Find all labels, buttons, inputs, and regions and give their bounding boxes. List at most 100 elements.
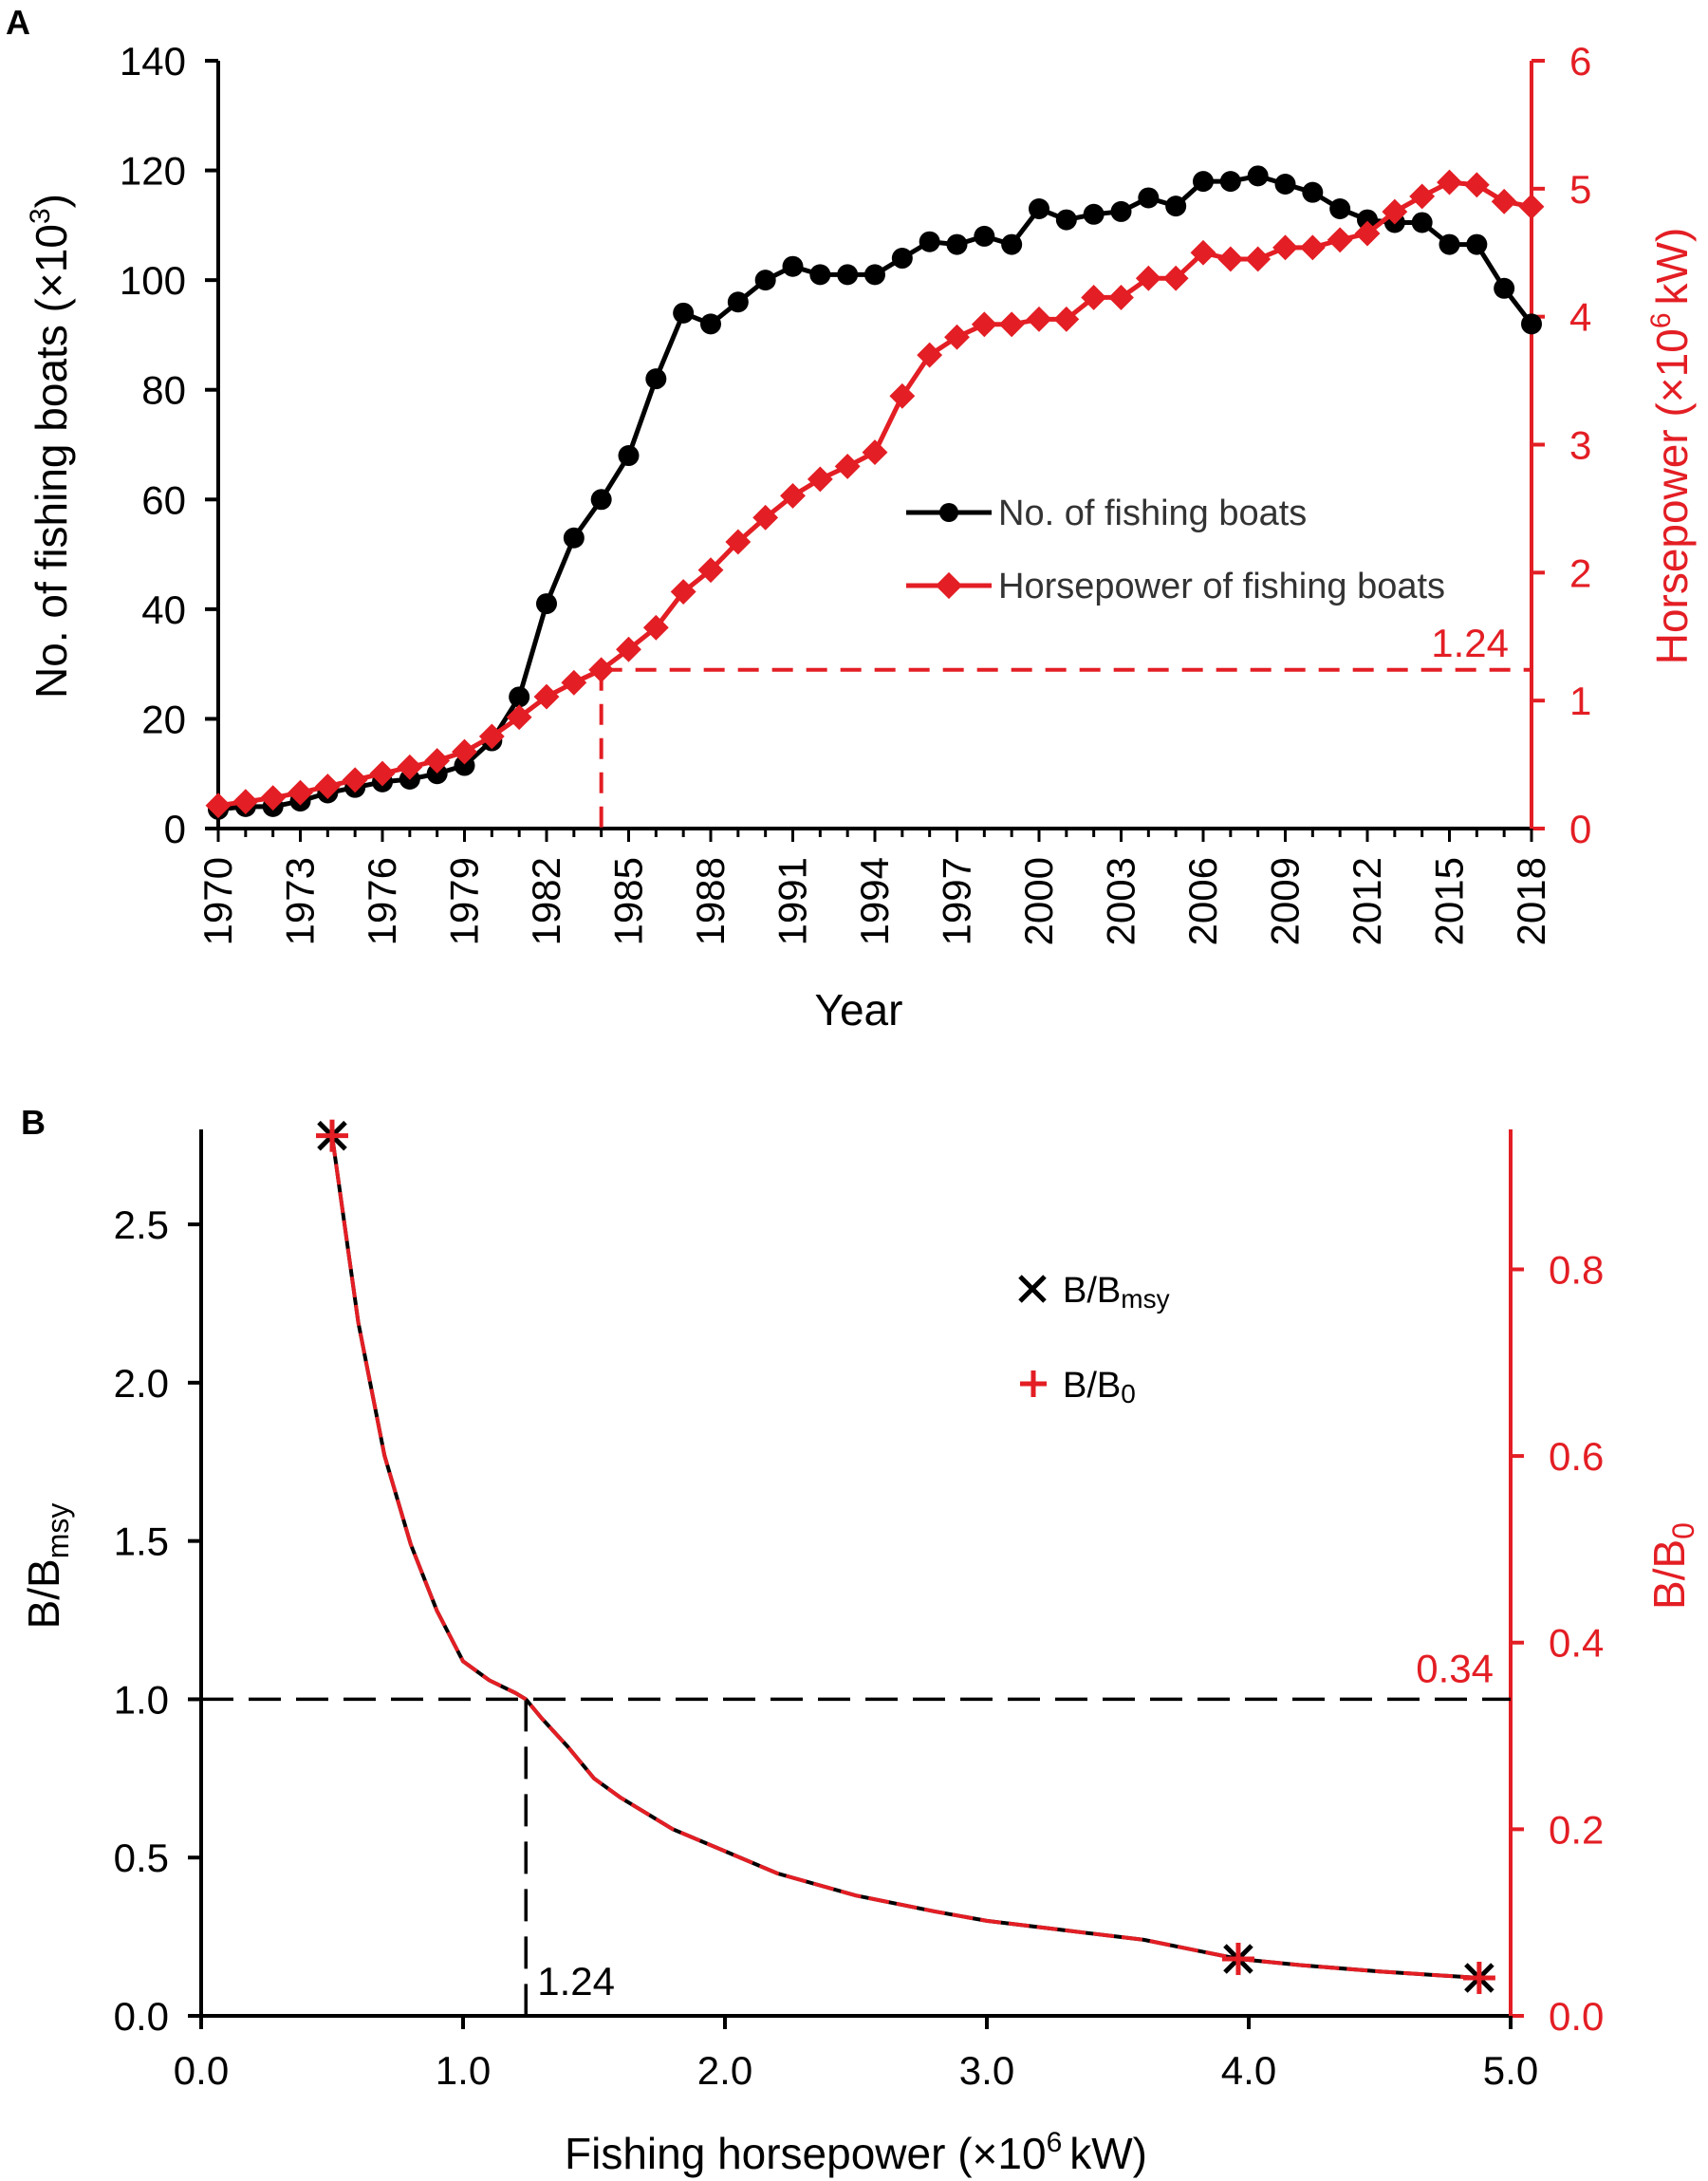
boats-point [809, 264, 831, 286]
boats-point [563, 527, 585, 549]
horsepower-point [1491, 188, 1517, 214]
legend-label-horsepower: Horsepower of fishing boats [998, 567, 1445, 606]
b-x-tick-label: 5.0 [1483, 2048, 1538, 2093]
panel-a-label: A [6, 3, 30, 42]
horsepower-point [1437, 169, 1462, 196]
b0-curve [330, 1135, 1480, 1980]
horsepower-point [533, 683, 560, 710]
panel-b-axes [199, 1129, 1513, 2018]
y2-tick-label: 3 [1569, 423, 1591, 468]
boats-point [1466, 233, 1488, 255]
boats-point [974, 225, 995, 247]
boats-point [1001, 233, 1023, 255]
b-marker [1462, 1961, 1495, 1994]
legend-plus-marker [1020, 1370, 1047, 1397]
boats-point [1193, 171, 1214, 193]
x-tick-label: 1979 [442, 857, 487, 945]
panel-b-y-label-sub: msy [41, 1503, 75, 1559]
legend-bmsy-main: B/B [1063, 1271, 1121, 1311]
horsepower-point [642, 614, 669, 641]
panel-b-legend: B/Bmsy B/B0 [1018, 1271, 1170, 1408]
y-tick-label: 60 [141, 477, 186, 522]
horsepower-point [506, 704, 532, 731]
y2-tick-label: 6 [1569, 39, 1591, 84]
horsepower-point [588, 657, 615, 683]
boats-point [946, 233, 968, 255]
legend-marker-horsepower [935, 571, 963, 600]
boats-point [1083, 203, 1105, 225]
panel-a-y2-label-end: kW) [1647, 228, 1697, 306]
b-x-tick-label: 2.0 [697, 2048, 752, 2093]
horsepower-point [998, 311, 1025, 338]
panel-b-x-label: Fishing horsepower (×106 kW) [565, 2127, 1147, 2178]
panel-a-legend: No. of fishing boats Horsepower of fishi… [906, 494, 1445, 606]
panel-a-y-label: No. of fishing boats (×103) [25, 194, 76, 699]
horsepower-point [1217, 246, 1244, 272]
x-tick-label: 1982 [524, 857, 568, 945]
boats-point [645, 368, 667, 390]
x-tick-label: 2012 [1345, 857, 1389, 945]
x-tick-label: 1970 [195, 857, 240, 945]
panel-b-y-label: B/Bmsy [19, 1503, 75, 1630]
boats-point [1329, 198, 1351, 220]
b-y2-tick-label: 0.2 [1549, 1807, 1604, 1852]
panel-a-y2-label-sup: 6 [1645, 312, 1677, 328]
boats-point [727, 291, 749, 313]
boats-point [837, 264, 859, 286]
y2-tick-label: 2 [1569, 550, 1591, 595]
panel-b-y2-label: B/B0 [1644, 1522, 1700, 1610]
boats-point [509, 686, 530, 708]
horsepower-point [780, 482, 806, 509]
panel-b-y2-label-sub: 0 [1666, 1522, 1700, 1539]
y2-tick-label: 4 [1569, 295, 1591, 340]
panel-b-y2-ticks: 0.0 0.2 0.4 0.6 0.8 [1511, 1247, 1604, 2039]
b-y-tick-label: 0.0 [114, 1994, 169, 2039]
y2-tick-label: 1 [1569, 679, 1591, 723]
legend-b0-label: B/B0 [1063, 1366, 1136, 1408]
legend-label-boats: No. of fishing boats [998, 494, 1307, 533]
x-tick-label: 1994 [852, 857, 897, 945]
horsepower-point [834, 453, 861, 479]
x-tick-label: 1991 [770, 857, 815, 945]
horsepower-point [1409, 183, 1436, 210]
b-y2-tick-label: 0.0 [1549, 1994, 1604, 2039]
horsepower-point [697, 557, 724, 584]
b-marker [1221, 1942, 1254, 1975]
horsepower-point [807, 466, 833, 493]
panel-a-x-ticks: 1970 1973 1976 1979 1982 1985 1988 1991 1994 1997… [195, 829, 1553, 945]
b-y-tick-label: 1.0 [114, 1677, 169, 1722]
annotation-label: 1.24 [1431, 621, 1509, 665]
b-y-tick-label: 1.5 [114, 1519, 169, 1564]
boats-point [590, 489, 612, 511]
b-x-tick-label: 1.0 [436, 2048, 491, 2093]
panel-b-markers [316, 1119, 1495, 1994]
horsepower-point [1272, 234, 1298, 261]
legend-x-stroke-2 [1018, 1275, 1047, 1303]
boats-point [1302, 181, 1324, 203]
boats-point [754, 270, 776, 291]
panel-a-y-ticks: 0 20 40 60 80 100 120 140 [120, 39, 218, 851]
boats-point [1110, 200, 1132, 222]
horsepower-point [1463, 172, 1490, 198]
boats-point [1055, 209, 1077, 231]
panel-b-reference-lines: 0.34 1.24 [201, 1646, 1511, 2016]
boats-point [536, 593, 557, 615]
legend-x-marker [1018, 1275, 1047, 1303]
x-tick-label: 2015 [1427, 857, 1472, 945]
panel-b-y2-label-main: B/B [1644, 1539, 1694, 1610]
x-tick-label: 1997 [935, 857, 979, 945]
boats-point [919, 231, 940, 252]
legend-bmsy-sub: msy [1121, 1284, 1169, 1314]
b-marker [316, 1119, 348, 1152]
b-y-tick-label: 2.0 [114, 1361, 169, 1406]
b-y-tick-label: 2.5 [114, 1202, 169, 1247]
legend-b0-sub: 0 [1121, 1379, 1136, 1408]
b-x-tick-label: 0.0 [174, 2048, 229, 2093]
b-hline-label: 0.34 [1416, 1646, 1494, 1690]
x-tick-label: 2018 [1509, 857, 1553, 945]
boats-point [1138, 187, 1160, 209]
y-tick-label: 100 [120, 258, 186, 303]
boats-point [864, 264, 885, 286]
boats-point [454, 755, 475, 776]
